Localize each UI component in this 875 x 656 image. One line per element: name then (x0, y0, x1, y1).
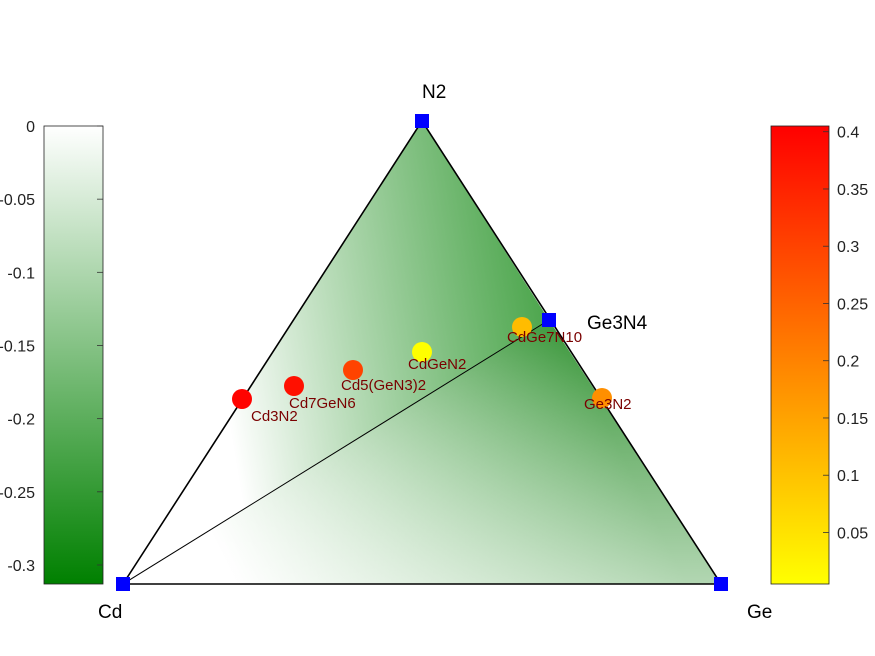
phase-label: CdGeN2 (408, 356, 466, 373)
right-colorbar-tick-label: 0.25 (837, 296, 868, 313)
left-colorbar-tick-label: -0.2 (7, 412, 35, 429)
vertex-marker-cd (116, 577, 130, 591)
vertex-marker-n2 (415, 114, 429, 128)
right-colorbar-tick-label: 0.35 (837, 182, 868, 199)
right-colorbar-tick-label: 0.2 (837, 354, 859, 371)
right-colorbar-tick-label: 0.1 (837, 468, 859, 485)
phase-label: Cd5(GeN3)2 (341, 377, 426, 394)
phase-point (412, 342, 432, 362)
phase-label: Cd3N2 (251, 408, 298, 425)
left-colorbar (43, 125, 104, 585)
left-colorbar-tick-label: -0.25 (0, 485, 35, 502)
vertex-label-n2: N2 (422, 82, 446, 103)
right-colorbar-tick-label: 0.15 (837, 411, 868, 428)
vertex-marker-ge (714, 577, 728, 591)
vertex-marker-ge3n4 (542, 313, 556, 327)
right-colorbar-ticks: 0.05 0.1 0.15 0.2 0.25 0.3 0.35 0.4 (823, 125, 868, 542)
vertex-label-cd: Cd (98, 602, 122, 623)
left-colorbar-tick-label: -0.3 (7, 558, 35, 575)
phase-point (284, 376, 304, 396)
region-cd-ge-ge3n4-fade (123, 320, 721, 584)
left-colorbar-tick-label: -0.05 (0, 192, 35, 209)
phase-point (232, 389, 252, 409)
vertex-label-ge: Ge (747, 602, 772, 623)
right-colorbar (770, 125, 830, 585)
left-colorbar-tick-label: 0 (26, 119, 35, 136)
ternary-triangle (121, 119, 723, 585)
left-colorbar-ticks: 0 -0.05 -0.1 -0.15 -0.2 -0.25 -0.3 (0, 119, 103, 575)
phase-label: Ge3N2 (584, 396, 632, 413)
region-n2-cd-ge3n4 (123, 121, 549, 584)
tie-line-cd-ge3n4 (122, 319, 550, 585)
right-colorbar-tick-label: 0.3 (837, 239, 859, 256)
phase-label: CdGe7N10 (507, 329, 582, 346)
vertex-label-ge3n4: Ge3N4 (587, 313, 648, 334)
phase-point (343, 360, 363, 380)
left-colorbar-tick-label: -0.1 (7, 265, 35, 282)
left-colorbar-tick-label: -0.15 (0, 338, 35, 355)
right-colorbar-tick-label: 0.05 (837, 525, 868, 542)
right-colorbar-tick-label: 0.4 (837, 125, 859, 142)
phase-point (512, 317, 532, 337)
phase-point (592, 388, 612, 408)
phase-label: Cd7GeN6 (289, 395, 356, 412)
